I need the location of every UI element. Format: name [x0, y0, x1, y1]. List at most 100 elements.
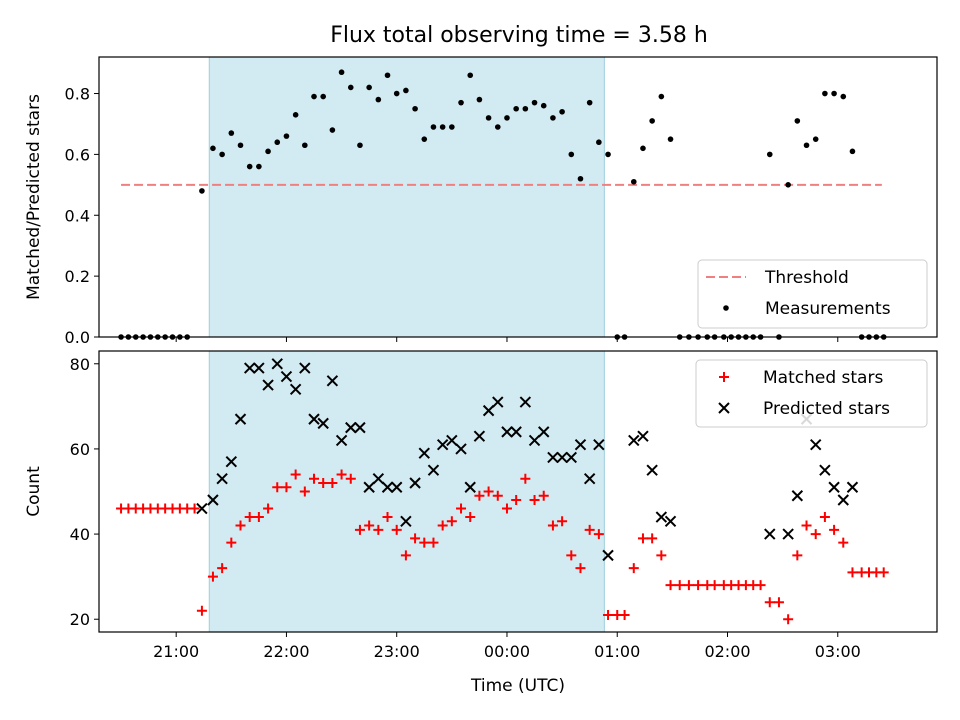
data-point [637, 533, 648, 544]
x-tick-label: 01:00 [594, 642, 640, 661]
x-axis-label: Time (UTC) [470, 676, 565, 696]
data-point [189, 503, 200, 514]
data-point [783, 614, 794, 625]
data-point [829, 524, 840, 535]
data-point [683, 580, 694, 591]
data-point [550, 115, 556, 121]
data-point [419, 537, 430, 548]
data-point [436, 438, 449, 451]
data-point [338, 69, 345, 76]
data-point [649, 118, 655, 124]
data-point [400, 550, 411, 561]
x-tick-label: 21:00 [153, 642, 199, 661]
data-point [412, 105, 418, 112]
y-tick-label: 0.4 [65, 206, 90, 225]
data-point [575, 563, 586, 574]
bottom-subplot: 20 40 60 80 21:00 22:00 23:00 00:00 01:00 02:00 03… [24, 350, 938, 696]
data-point [196, 502, 208, 515]
data-point [785, 182, 791, 188]
data-point [391, 524, 402, 535]
data-point [283, 133, 290, 139]
data-point [439, 124, 446, 130]
data-point [199, 188, 205, 194]
data-point [329, 127, 336, 133]
data-point [637, 430, 649, 442]
legend-label: Threshold [764, 268, 849, 288]
legend-dot-marker [723, 305, 729, 311]
data-point [801, 520, 812, 531]
data-point [755, 580, 766, 591]
data-point [302, 142, 308, 149]
data-point [766, 151, 773, 158]
data-point [317, 417, 329, 430]
data-point [299, 362, 311, 374]
data-point [664, 515, 677, 528]
data-point [593, 529, 604, 540]
data-point [382, 512, 393, 523]
data-point [326, 375, 339, 387]
data-point [640, 145, 646, 152]
data-point [207, 494, 219, 506]
data-point [381, 481, 394, 493]
data-point [465, 512, 476, 523]
data-point [437, 520, 448, 531]
data-point [427, 464, 440, 476]
data-point [847, 567, 858, 578]
data-point [709, 580, 720, 591]
axes-frame [98, 56, 938, 338]
data-point [318, 477, 329, 488]
data-point [363, 481, 375, 493]
data-point [272, 482, 283, 493]
data-point [547, 520, 558, 531]
data-point [196, 605, 207, 616]
data-point [559, 108, 565, 115]
data-point [366, 84, 372, 91]
data-point [520, 473, 531, 484]
data-point [667, 136, 674, 142]
x-tick-label: 22:00 [263, 642, 309, 661]
data-point [646, 464, 658, 476]
data-point [384, 72, 391, 79]
data-point [280, 370, 293, 383]
data-point [299, 486, 310, 497]
data-point [819, 512, 830, 523]
data-point [320, 93, 327, 100]
data-point [794, 118, 801, 124]
data-point [596, 139, 602, 146]
data-point [327, 477, 338, 488]
data-point [372, 473, 385, 485]
data-point [557, 516, 568, 527]
data-point [345, 473, 356, 484]
data-point [455, 443, 467, 455]
data-point [207, 571, 218, 582]
data-point [391, 481, 403, 493]
data-point [265, 148, 271, 155]
data-point [446, 434, 458, 447]
data-point [243, 362, 256, 374]
data-point [262, 379, 274, 391]
y-axis-label: Matched/Predicted stars [24, 94, 44, 300]
observing-span [208, 350, 605, 633]
data-point [574, 438, 587, 451]
data-point [605, 151, 611, 158]
data-point [311, 93, 317, 100]
data-point [810, 438, 822, 451]
data-point [458, 99, 464, 106]
legend-box [695, 359, 928, 428]
legend: Threshold Measurements [697, 259, 928, 329]
data-point [446, 516, 457, 527]
data-point [274, 139, 281, 146]
y-tick-label: 0.6 [65, 145, 90, 164]
data-point [849, 148, 856, 155]
data-point [400, 515, 412, 528]
data-point [602, 549, 614, 562]
data-point [375, 96, 382, 103]
data-point [335, 434, 348, 447]
data-point [430, 124, 437, 130]
data-point [410, 533, 421, 544]
y-axis-label: Count [24, 466, 44, 517]
data-point [403, 87, 409, 94]
legend-label: Matched stars [763, 368, 883, 388]
data-point [665, 580, 676, 591]
